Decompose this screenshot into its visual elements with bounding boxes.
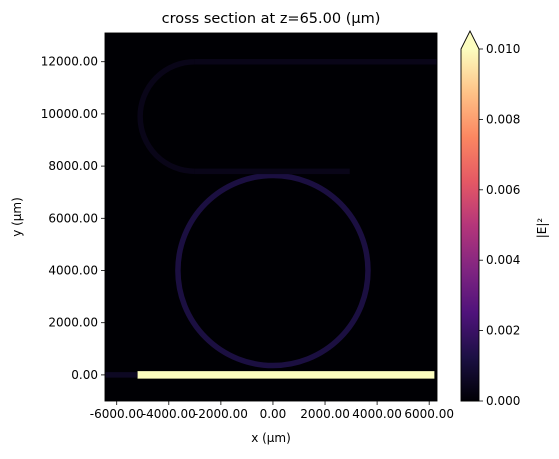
y-tick-label: 4000.00 [48, 264, 98, 278]
colorbar: 0.000 0.002 0.004 0.006 0.008 0.010 [460, 29, 520, 408]
y-tick-label: 10000.00 [41, 107, 98, 121]
y-axis-ticks: 0.00 2000.00 4000.00 6000.00 8000.00 10000.00… [41, 55, 105, 382]
x-axis-ticks: -6000.00-4000.00-2000.00 0.00 2000.00 4000.… [90, 401, 454, 421]
colorbar-extend-arrow [461, 31, 479, 49]
plot-frame [104, 32, 438, 402]
colorbar-label: |E|² [535, 218, 549, 239]
colorbar-frame [460, 29, 480, 402]
y-axis-label: y (µm) [10, 197, 24, 237]
x-tick-label: -2000.00 [194, 407, 248, 421]
x-tick-label: 4000.00 [352, 407, 402, 421]
colorbar-tick-label: 0.004 [486, 253, 520, 267]
plot-area [105, 33, 437, 401]
y-tick-label: 0.00 [71, 368, 98, 382]
y-tick-label: 2000.00 [48, 316, 98, 330]
colorbar-tick-label: 0.002 [486, 324, 520, 338]
y-tick-label: 8000.00 [48, 159, 98, 173]
colorbar-ticks: 0.000 0.002 0.004 0.006 0.008 0.010 [479, 42, 520, 408]
waveguide-ring-resonator [175, 172, 371, 369]
x-tick-label: 6000.00 [404, 407, 454, 421]
waveguide-structures [105, 58, 437, 379]
colorbar-tick-label: 0.010 [486, 42, 520, 56]
y-tick-label: 12000.00 [41, 55, 98, 69]
colorbar-tick-label: 0.000 [486, 394, 520, 408]
colorbar-tick-label: 0.006 [486, 183, 520, 197]
x-tick-label: -4000.00 [142, 407, 196, 421]
waveguide-upper-waveguide-bend [137, 58, 195, 175]
x-tick-label: 2000.00 [300, 407, 350, 421]
chart-title: cross section at z=65.00 (µm) [162, 11, 381, 27]
x-tick-label: 0.00 [260, 407, 287, 421]
colorbar-tick-label: 0.008 [486, 112, 520, 126]
y-tick-label: 6000.00 [48, 211, 98, 225]
colorbar-gradient [461, 49, 479, 401]
x-axis-label: x (µm) [251, 431, 291, 445]
x-tick-label: -6000.00 [90, 407, 144, 421]
plot-background [105, 33, 437, 401]
